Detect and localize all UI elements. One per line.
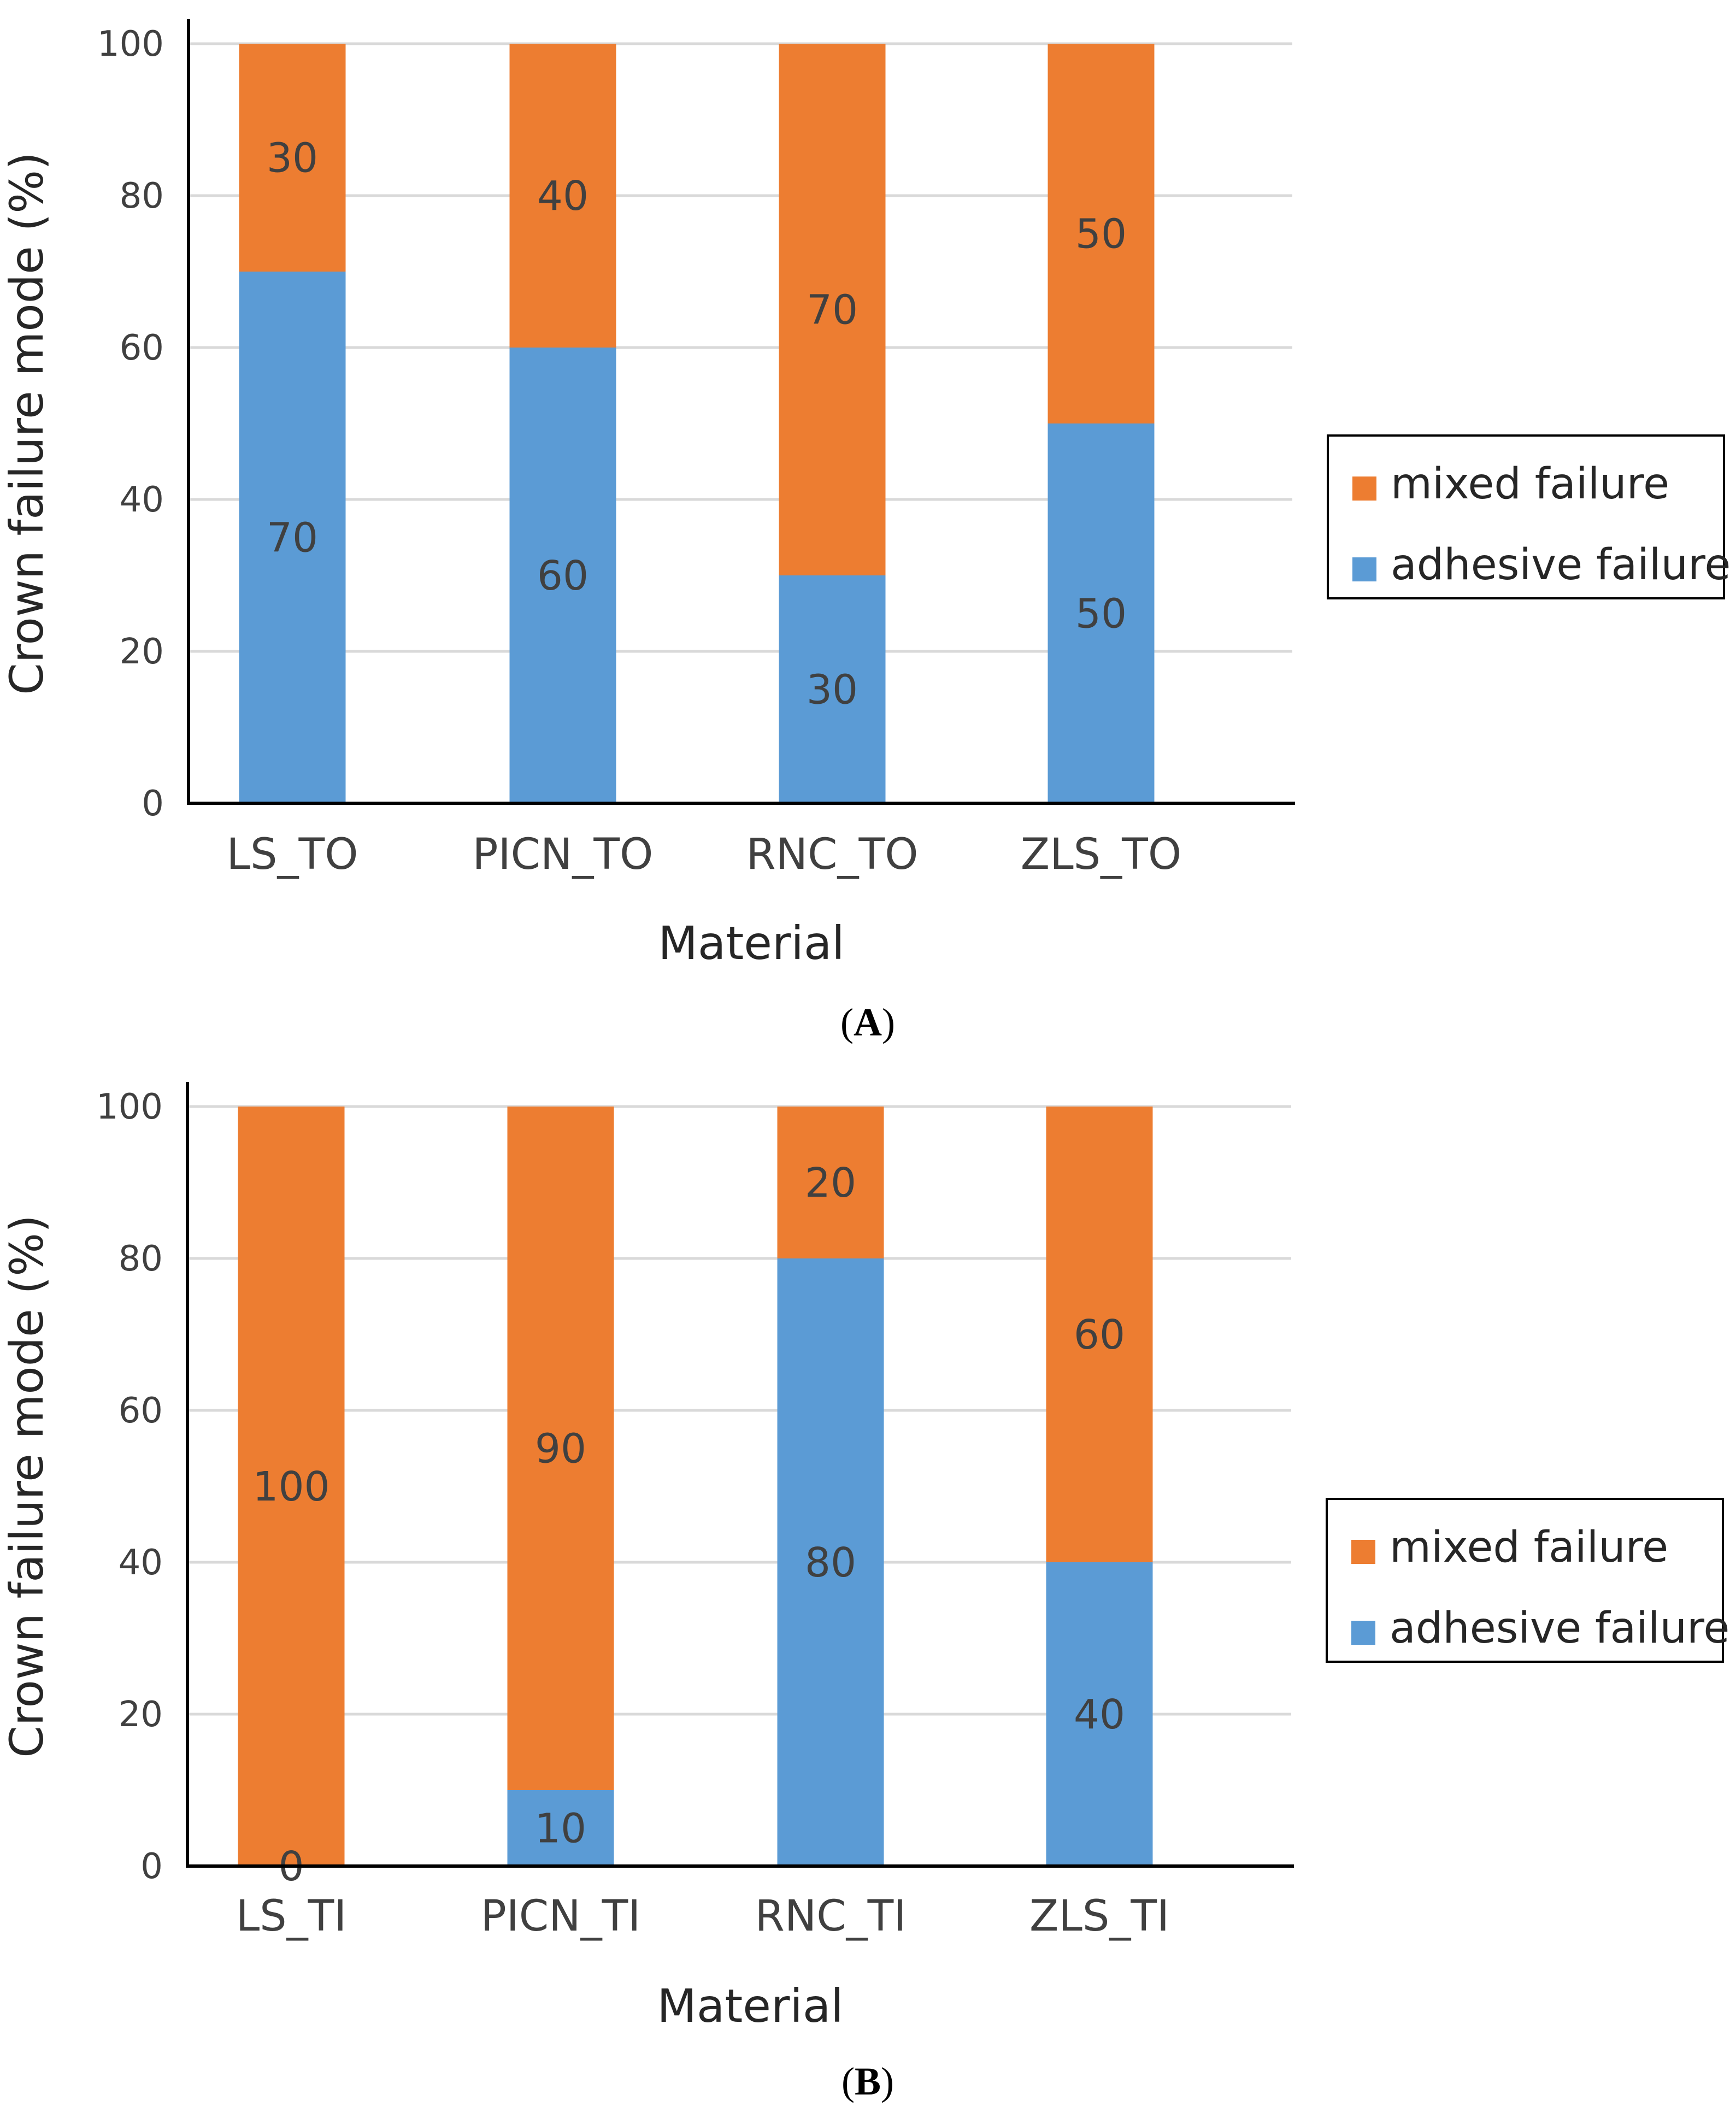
x-category-label: RNC_TI bbox=[755, 1892, 907, 1941]
y-axis-title: Crown failure mode (%) bbox=[0, 1215, 54, 1758]
y-tick-label: 20 bbox=[120, 632, 164, 672]
legend-swatch-adhesive bbox=[1352, 557, 1376, 581]
legend-label-adhesive: adhesive failure bbox=[1391, 540, 1731, 590]
bar-mixed-failure bbox=[239, 44, 346, 272]
data-label-mixed: 30 bbox=[267, 135, 318, 182]
data-label-mixed: 50 bbox=[1075, 211, 1127, 258]
y-tick-label: 0 bbox=[142, 784, 164, 824]
x-axis-title: Material bbox=[658, 916, 844, 970]
x-category-label: ZLS_TI bbox=[1029, 1892, 1169, 1941]
bar-mixed-failure bbox=[1046, 1107, 1153, 1562]
data-label-mixed: 60 bbox=[1074, 1311, 1125, 1358]
panel-label-open-paren: ( bbox=[841, 2060, 855, 2103]
data-label-adhesive: 60 bbox=[537, 552, 589, 599]
y-axis-title: Crown failure mode (%) bbox=[0, 152, 54, 695]
data-label-mixed: 40 bbox=[537, 173, 589, 220]
panel-label-close-paren: ) bbox=[881, 2060, 894, 2103]
legend: mixed failure adhesive failure bbox=[1327, 434, 1731, 599]
x-category-label: LS_TO bbox=[226, 830, 358, 879]
x-category-label: PICN_TO bbox=[473, 830, 654, 879]
panel-label: (A) bbox=[840, 1001, 895, 1044]
bar-adhesive-failure bbox=[779, 575, 886, 803]
panel-label-open-paren: ( bbox=[840, 1001, 854, 1044]
data-label-adhesive: 30 bbox=[807, 667, 858, 714]
bar-adhesive-failure bbox=[239, 272, 346, 803]
panel-label-letter: A bbox=[854, 1001, 882, 1044]
bar-adhesive-failure bbox=[1048, 423, 1155, 803]
legend-label-adhesive: adhesive failure bbox=[1390, 1604, 1729, 1653]
y-tick-label: 40 bbox=[119, 1543, 163, 1583]
bar-mixed-failure bbox=[507, 1107, 614, 1790]
data-label-mixed: 90 bbox=[535, 1426, 586, 1473]
data-label-adhesive: 50 bbox=[1075, 591, 1127, 638]
bar-adhesive-failure bbox=[509, 348, 616, 803]
legend-box bbox=[1327, 434, 1725, 599]
bar-adhesive-failure bbox=[507, 1790, 614, 1866]
y-tick-label: 80 bbox=[120, 176, 164, 216]
panel-label-letter: B bbox=[855, 2060, 881, 2103]
legend-label-mixed: mixed failure bbox=[1390, 1523, 1668, 1572]
y-tick-label: 40 bbox=[120, 480, 164, 520]
legend-label-mixed: mixed failure bbox=[1391, 460, 1669, 509]
y-tick-label: 0 bbox=[140, 1846, 163, 1887]
panel-b-chart: 0204060801000100LS_TI1090PICN_TI8020RNC_… bbox=[0, 1082, 1729, 2103]
bar-mixed-failure bbox=[238, 1107, 345, 1866]
data-label-mixed: 70 bbox=[807, 287, 858, 334]
bar-mixed-failure bbox=[779, 44, 886, 575]
data-label-adhesive: 10 bbox=[535, 1805, 586, 1852]
y-tick-label: 100 bbox=[97, 24, 164, 64]
data-label-adhesive: 70 bbox=[267, 515, 318, 562]
x-category-label: RNC_TO bbox=[746, 830, 918, 879]
panel-a-chart: 0 20 40 60 80 100 70 30 LS_TO 60 40 PICN_TO 30 70 RNC_… bbox=[0, 19, 1731, 1044]
bar-mixed-failure bbox=[509, 44, 616, 348]
x-category-label: ZLS_TO bbox=[1021, 830, 1181, 879]
legend-swatch-mixed bbox=[1351, 1540, 1375, 1564]
y-tick-label: 80 bbox=[119, 1239, 163, 1279]
y-tick-label: 60 bbox=[120, 328, 164, 368]
y-tick-label: 100 bbox=[96, 1087, 163, 1127]
legend-swatch-mixed bbox=[1352, 476, 1376, 501]
x-axis-title: Material bbox=[657, 1979, 843, 2033]
bar-adhesive-failure bbox=[777, 1258, 884, 1866]
bar-adhesive-failure bbox=[1046, 1562, 1153, 1866]
panel-label-close-paren: ) bbox=[882, 1001, 895, 1044]
panel-label: (B) bbox=[841, 2060, 894, 2103]
bar-mixed-failure bbox=[777, 1107, 884, 1258]
data-label-mixed: 100 bbox=[252, 1463, 329, 1510]
y-tick-label: 20 bbox=[119, 1695, 163, 1735]
data-label-adhesive: 40 bbox=[1074, 1691, 1125, 1738]
data-label-adhesive: 80 bbox=[805, 1539, 856, 1586]
data-label-mixed: 20 bbox=[805, 1160, 856, 1207]
x-category-label: LS_TI bbox=[236, 1892, 347, 1941]
bar-mixed-failure bbox=[1048, 44, 1155, 423]
x-category-label: PICN_TI bbox=[481, 1892, 641, 1941]
y-tick-label: 60 bbox=[119, 1391, 163, 1431]
legend: mixed failure adhesive failure bbox=[1326, 1498, 1729, 1663]
legend-box bbox=[1326, 1498, 1724, 1663]
legend-swatch-adhesive bbox=[1351, 1621, 1375, 1645]
